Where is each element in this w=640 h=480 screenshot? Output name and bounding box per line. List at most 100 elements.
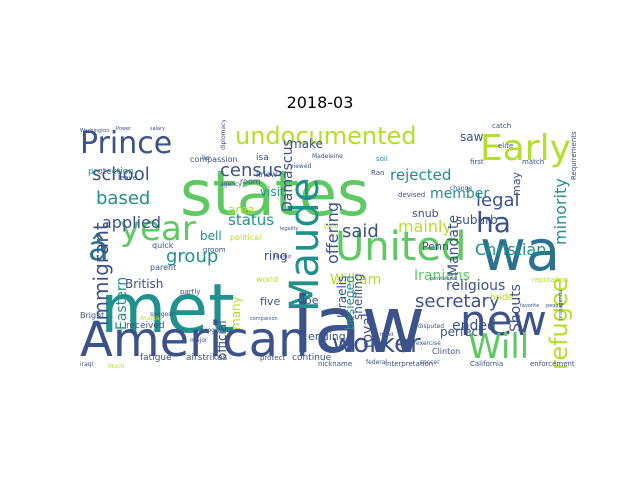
- word-30: rejected: [390, 166, 451, 184]
- word-28: mainly: [398, 217, 452, 236]
- word-75: parent: [150, 263, 176, 272]
- word-25: said: [342, 221, 379, 242]
- word-29: Iranians: [414, 268, 470, 284]
- word-58: doe: [298, 294, 319, 307]
- word-80: California: [470, 360, 503, 368]
- word-90: lie: [202, 154, 210, 162]
- word-51: many: [229, 296, 243, 330]
- word-21: legal: [476, 190, 520, 211]
- word-26: Christian: [475, 240, 546, 259]
- word-4: American: [80, 312, 308, 368]
- word-105: Arabia: [140, 315, 160, 322]
- word-19: census: [220, 160, 283, 181]
- word-109: viewed: [290, 163, 312, 170]
- word-95: groom: [203, 246, 226, 254]
- word-98: Madeleine: [312, 153, 343, 160]
- word-41: ended: [452, 318, 496, 334]
- word-27: applied: [102, 213, 161, 232]
- word-cloud: states law met wa American Prince United Maude E…: [80, 120, 580, 370]
- word-113: Power: [116, 126, 132, 132]
- word-91: leave: [118, 174, 137, 182]
- word-5: Prince: [80, 126, 172, 161]
- word-17: ha: [476, 206, 511, 239]
- word-72: knew: [256, 170, 278, 179]
- word-48: make: [290, 137, 323, 151]
- word-114: salary: [150, 126, 165, 132]
- word-39: royal: [360, 313, 376, 348]
- word-116: people: [546, 303, 563, 309]
- word-112: Washington: [80, 128, 109, 134]
- word-12: Will: [468, 327, 529, 367]
- word-103: suggest: [150, 311, 174, 318]
- word-10: undocumented: [235, 122, 417, 150]
- word-104: geography: [200, 327, 233, 334]
- word-83: reputation: [532, 276, 568, 284]
- word-106: iraqi: [80, 361, 94, 368]
- word-20: school: [92, 164, 150, 185]
- word-35: religious: [446, 278, 505, 294]
- word-100: exercise: [416, 340, 441, 347]
- word-108: major: [190, 337, 208, 344]
- word-120: trend: [380, 332, 393, 338]
- word-69: Clinton: [432, 347, 460, 356]
- word-45: Israelis: [335, 276, 349, 318]
- word-52: bell: [200, 229, 222, 243]
- word-94: soil: [376, 155, 388, 163]
- word-42: British: [125, 277, 163, 291]
- word-47: suburb: [456, 213, 498, 227]
- word-55: may: [510, 172, 523, 196]
- word-118: provisional: [430, 276, 457, 282]
- word-81: nickname: [318, 360, 352, 368]
- word-99: disputed: [418, 323, 444, 330]
- word-119: legality: [280, 226, 298, 232]
- word-67: compassion: [190, 155, 238, 164]
- word-77: political: [230, 233, 261, 242]
- word-97: diplomacy: [220, 120, 227, 150]
- word-78: enforcement: [530, 360, 575, 368]
- word-24: minority: [551, 178, 570, 245]
- word-14: worker: [332, 329, 421, 359]
- word-84: partly: [180, 288, 200, 296]
- word-82: protect: [260, 354, 285, 362]
- word-23: group: [166, 246, 218, 267]
- word-70: bride: [490, 293, 514, 303]
- word-62: continue: [292, 353, 332, 363]
- word-15: refugee: [545, 277, 573, 370]
- word-6: United: [335, 224, 466, 270]
- word-8: Early: [480, 128, 571, 169]
- word-34: member: [430, 186, 489, 202]
- word-64: airstrikes: [186, 353, 228, 363]
- word-22: based: [96, 188, 150, 209]
- word-9: new: [460, 296, 547, 345]
- word-117: propaganda: [558, 290, 564, 320]
- word-11: year: [120, 209, 196, 249]
- word-53: visit: [260, 185, 285, 199]
- word-102: soccer: [420, 359, 440, 366]
- chart-title: 2018-03: [286, 93, 354, 112]
- word-121: companion: [250, 316, 278, 322]
- word-18: secretary: [415, 291, 500, 312]
- word-49: saw: [460, 130, 484, 144]
- word-37: Mandate: [446, 215, 462, 276]
- word-60: Penn: [422, 240, 449, 253]
- word-93: devised: [398, 191, 425, 199]
- word-87: catch: [492, 122, 511, 130]
- word-43: official: [215, 320, 229, 360]
- word-107: Much: [108, 363, 124, 370]
- word-61: snub: [412, 207, 439, 220]
- word-1: law: [292, 281, 425, 370]
- word-0: states: [180, 157, 369, 230]
- word-31: offering: [323, 202, 342, 264]
- word-122: Islamic: [274, 254, 292, 260]
- word-44: shelling: [351, 274, 365, 320]
- word-59: ending: [308, 330, 346, 343]
- word-16: immigrant: [89, 222, 113, 326]
- word-71: isa: [256, 153, 269, 163]
- word-7: Maude: [282, 178, 328, 312]
- word-92: Ran: [371, 169, 384, 177]
- word-63: received: [126, 321, 165, 331]
- word-46: besieged: [343, 275, 357, 330]
- word-68: Bright: [80, 311, 104, 320]
- word-2: met: [100, 270, 235, 349]
